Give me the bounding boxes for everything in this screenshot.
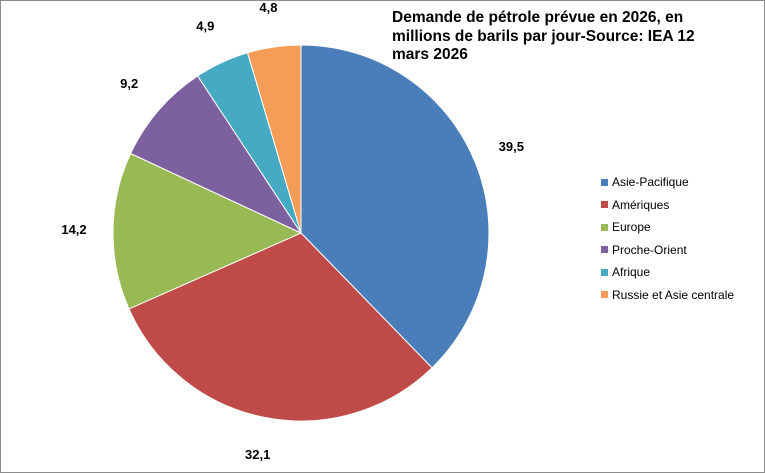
data-label-russie-et-asie-centrale: 4,8 [259, 1, 277, 15]
legend-label: Asie-Pacifique [612, 175, 689, 190]
legend-item-ameriques: Amériques [601, 194, 765, 217]
legend-swatch [601, 223, 608, 231]
legend-label: Afrique [612, 265, 651, 280]
data-label-ameriques: 32,1 [245, 447, 270, 462]
data-label-proche-orient: 9,2 [120, 76, 138, 91]
legend: Asie-Pacifique Amériques Europe Proche-O… [601, 171, 765, 306]
legend-swatch [601, 291, 608, 299]
pie-slice-russie-et-asie-centrale [246, 44, 302, 234]
legend-item-russie-asie-centrale: Russie et Asie centrale [601, 284, 765, 307]
legend-label: Europe [612, 220, 651, 235]
data-label-europe: 14,2 [61, 222, 86, 237]
legend-swatch [601, 178, 608, 186]
data-label-asie-pacifique: 39,5 [499, 139, 524, 154]
legend-item-asie-pacifique: Asie-Pacifique [601, 171, 765, 194]
legend-label: Proche-Orient [612, 242, 687, 257]
pie-slices [112, 44, 490, 422]
legend-label: Russie et Asie centrale [612, 287, 735, 302]
legend-item-europe: Europe [601, 216, 765, 239]
pie-slice-proche-orient [129, 75, 303, 235]
legend-item-afrique: Afrique [601, 261, 765, 284]
legend-swatch [601, 268, 608, 276]
legend-item-proche-orient: Proche-Orient [601, 239, 765, 262]
data-label-afrique: 4,9 [196, 19, 214, 34]
chart-title: Demande de pétrole prévue en 2026, en mi… [392, 9, 695, 63]
legend-swatch [601, 246, 608, 254]
legend-label: Amériques [612, 197, 670, 212]
pie-slice-ameriques [128, 232, 433, 422]
legend-swatch [601, 201, 608, 209]
pie-slice-europe [112, 152, 303, 310]
pie-slice-asie-pacifique [300, 44, 490, 369]
pie-data-labels: 39,5 32,1 14,2 9,2 4,9 4,8 [61, 1, 524, 462]
